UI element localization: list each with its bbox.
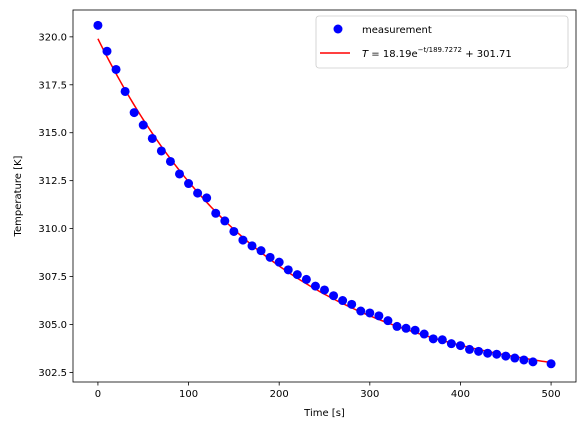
- legend-measurement-label: measurement: [362, 25, 432, 36]
- measurement-point: [156, 146, 166, 156]
- measurement-point: [501, 351, 511, 361]
- measurement-point: [310, 281, 320, 291]
- measurement-point: [455, 341, 465, 351]
- measurement-point: [446, 339, 456, 349]
- x-tick-label: 0: [95, 389, 101, 400]
- measurement-point: [365, 308, 375, 318]
- x-tick-label: 300: [360, 389, 379, 400]
- x-tick-label: 500: [542, 389, 561, 400]
- measurement-point: [93, 20, 103, 30]
- measurement-point: [483, 348, 493, 358]
- measurement-point: [510, 353, 520, 363]
- y-tick-label: 317.5: [38, 80, 67, 91]
- measurement-point: [329, 291, 339, 301]
- x-tick-label: 400: [451, 389, 470, 400]
- y-axis-label: Temperature [K]: [13, 155, 24, 237]
- measurement-point: [474, 346, 484, 356]
- y-tick-label: 310.0: [38, 224, 67, 235]
- measurement-point: [211, 208, 221, 218]
- measurement-point: [184, 179, 194, 189]
- measurement-point: [265, 252, 275, 262]
- measurement-point: [528, 357, 538, 367]
- measurement-point: [129, 108, 139, 118]
- legend-fit-equation: = 18.19e: [368, 49, 418, 60]
- y-tick-label: 305.0: [38, 320, 67, 331]
- legend-fit-variable: T: [362, 49, 369, 60]
- measurement-point: [111, 64, 121, 74]
- x-tick-label: 200: [270, 389, 289, 400]
- measurement-point: [401, 323, 411, 333]
- measurement-point: [283, 265, 293, 275]
- measurement-point: [410, 325, 420, 335]
- measurement-point: [256, 246, 266, 256]
- plot-area: [93, 20, 556, 369]
- x-tick-label: 100: [179, 389, 198, 400]
- measurement-point: [274, 257, 284, 267]
- measurement-point: [347, 299, 357, 309]
- legend-fit-exponent: −t/189.7272: [418, 46, 462, 54]
- measurement-point: [383, 316, 393, 326]
- measurement-point: [292, 270, 302, 280]
- measurement-point: [165, 156, 175, 166]
- measurement-point: [492, 349, 502, 359]
- x-axis: 0 100 200 300 400 500: [95, 382, 561, 400]
- y-tick-label: 315.0: [38, 128, 67, 139]
- measurement-point: [247, 241, 257, 251]
- measurement-point: [419, 329, 429, 339]
- measurement-point: [437, 335, 447, 345]
- y-axis: 302.5 305.0 307.5 310.0 312.5 315.0 317.5 320.0: [38, 32, 73, 379]
- legend-box: [315, 15, 569, 69]
- measurement-point: [546, 359, 556, 369]
- measurement-point: [238, 235, 248, 245]
- measurement-point: [174, 169, 184, 179]
- measurement-point: [301, 274, 311, 284]
- y-tick-label: 302.5: [38, 368, 67, 379]
- measurement-point: [465, 344, 475, 354]
- legend-fit-offset: + 301.71: [462, 49, 512, 60]
- measurement-point: [220, 216, 230, 226]
- measurement-point: [374, 311, 384, 321]
- measurement-point: [519, 355, 529, 365]
- measurement-point: [229, 226, 239, 236]
- measurement-point: [338, 296, 348, 306]
- measurement-point: [356, 306, 366, 316]
- legend-measurement-marker: [333, 24, 343, 34]
- y-tick-label: 312.5: [38, 176, 67, 187]
- measurement-point: [102, 46, 112, 56]
- y-tick-label: 320.0: [38, 32, 67, 43]
- measurement-point: [392, 321, 402, 331]
- measurement-point: [138, 120, 148, 130]
- measurement-point: [202, 193, 212, 203]
- legend-fit-label: T = 18.19e−t/189.7272 + 301.71: [362, 46, 512, 60]
- legend: measurement T = 18.19e−t/189.7272 + 301.…: [315, 15, 569, 69]
- measurement-point: [147, 133, 157, 143]
- measurement-point: [193, 188, 203, 198]
- x-axis-label: Time [s]: [303, 408, 345, 419]
- measurement-point: [320, 285, 329, 295]
- measurement-point: [120, 86, 130, 96]
- plot-frame: [72, 9, 577, 383]
- measurement-point: [428, 334, 438, 344]
- y-tick-label: 307.5: [38, 272, 67, 283]
